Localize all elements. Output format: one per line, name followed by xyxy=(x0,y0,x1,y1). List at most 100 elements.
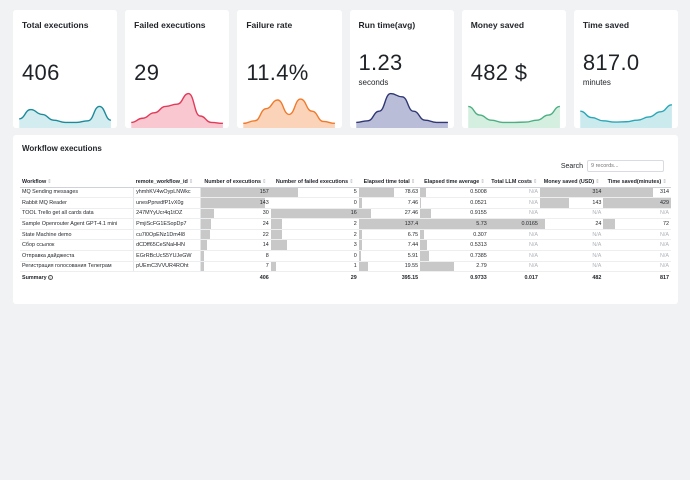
cell-value: 314 xyxy=(660,189,669,196)
cell-value: 14 xyxy=(262,242,269,249)
cell-value: N/A xyxy=(528,252,538,259)
cell-value: N/A xyxy=(592,242,602,249)
cell-money: 314 xyxy=(539,187,604,199)
table-row[interactable]: Rabbit MQ Reader unesPprwdfP1vX0g 143 0 7.46… xyxy=(20,197,671,209)
kpi-value: 1.23 xyxy=(358,50,403,75)
kpi-sparkline xyxy=(237,88,341,128)
cell-value: yhmhKV4wOypLNWkc xyxy=(136,189,191,196)
kpi-card: Failed executions 29 xyxy=(125,10,230,128)
cell-elapsed_total: 78.63 xyxy=(358,187,421,199)
sort-icon[interactable]: ⇕ xyxy=(188,178,194,185)
cell-value: 0.0521 xyxy=(470,199,487,206)
column-header[interactable]: Elapsed time average⇕ xyxy=(420,177,489,188)
value-bar xyxy=(270,261,277,271)
column-header[interactable]: Time saved(minutes)⇕ xyxy=(603,177,671,188)
value-bar xyxy=(270,187,299,197)
cell-elapsed_avg: 0.0521 xyxy=(420,197,489,209)
cell-failed: 3 xyxy=(270,239,359,252)
table-row[interactable]: Sample Openrouter Agent GPT-4.1 mini Pmji… xyxy=(20,218,671,230)
kpi-title: Time saved xyxy=(582,20,630,30)
sort-icon[interactable]: ⇕ xyxy=(662,178,667,185)
cell-value: Регистрация голосования Телеграм xyxy=(22,263,112,270)
table-row[interactable]: Сбор ссылок dCDff65CeSNaHHN 14 3 7.44 0.5313 N… xyxy=(20,239,671,252)
column-header[interactable]: Number of executions⇕ xyxy=(200,177,271,188)
table-row[interactable]: Регистрация голосования Телеграм pUEmC3VV… xyxy=(20,261,671,273)
sort-icon[interactable]: ⇕ xyxy=(532,178,538,185)
cell-id: unesPprwdfP1vX0g xyxy=(133,197,201,209)
sort-icon[interactable]: ⇕ xyxy=(410,178,416,185)
cell-workflow: Rabbit MQ Reader xyxy=(20,197,135,209)
kpi-value: 817.0 xyxy=(582,50,640,75)
cell-value: 19.55 xyxy=(404,263,419,270)
cell-value: N/A xyxy=(528,210,538,217)
column-header[interactable]: Number of failed executions⇕ xyxy=(270,177,359,188)
value-bar xyxy=(358,251,362,261)
column-header-label: Money saved (USD) xyxy=(543,178,595,185)
summary-row: Summary i 406 29 395.15 0.9733 0.017 482 817 xyxy=(20,272,671,284)
sort-icon[interactable]: ⇕ xyxy=(349,178,354,185)
cell-value: TOOL Trello get all cards data xyxy=(22,210,94,217)
table-row[interactable]: Отправка дайджеста EGrRBcUcS5YUJeGW 8 0 5.91… xyxy=(20,250,671,262)
table-row[interactable]: State Machine demo cu7l0OpENz1Dm4l8 22 2 6.7… xyxy=(20,229,671,241)
cell-value: dCDff65CeSNaHHN xyxy=(136,242,185,249)
info-icon[interactable]: i xyxy=(47,275,53,281)
sort-icon[interactable]: ⇕ xyxy=(47,178,52,185)
cell-failed: 2 xyxy=(270,229,359,241)
cell-elapsed_total: 19.55 xyxy=(358,261,421,273)
cell-executions: 30 xyxy=(200,208,271,220)
cell-elapsed_avg: 2.79 xyxy=(420,261,489,273)
value-bar xyxy=(270,219,282,229)
value-bar xyxy=(420,219,489,229)
kpi-unit: minutes xyxy=(582,78,611,87)
cell-value: 143 xyxy=(592,199,602,206)
cell-value: N/A xyxy=(592,252,602,259)
column-header[interactable]: Workflow⇕ xyxy=(20,177,134,188)
summary-llm: 0.017 xyxy=(524,275,538,281)
cell-time: 314 xyxy=(603,187,671,199)
search-input[interactable] xyxy=(587,160,664,172)
cell-money: 143 xyxy=(539,197,604,209)
value-bar xyxy=(358,187,394,197)
cell-elapsed_avg: 0.7385 xyxy=(420,250,489,262)
summary-label: Summary xyxy=(22,275,47,281)
cell-money: 24 xyxy=(539,218,604,230)
value-bar xyxy=(358,261,368,271)
cell-value: 2.79 xyxy=(476,263,487,270)
cell-elapsed_avg: 0.9155 xyxy=(420,208,489,220)
column-header[interactable]: Money saved (USD)⇕ xyxy=(539,177,604,188)
summary-money: 482 xyxy=(592,275,602,281)
cell-workflow: Sample Openrouter Agent GPT-4.1 mini xyxy=(20,218,135,230)
value-bar xyxy=(200,198,265,208)
table-row[interactable]: TOOL Trello get all cards data 247MYyUcr4… xyxy=(20,208,671,220)
cell-failed: 1 xyxy=(270,261,359,273)
cell-value: 0 xyxy=(353,252,357,259)
cell-value: State Machine demo xyxy=(22,231,72,238)
kpi-cards: Total executions 406 Failed executions 29 Fa… xyxy=(13,10,679,128)
cell-workflow: Сбор ссылок xyxy=(20,239,135,252)
cell-value: 429 xyxy=(660,199,669,206)
value-bar xyxy=(420,261,454,271)
cell-value: Rabbit MQ Reader xyxy=(22,199,67,206)
sort-icon[interactable]: ⇕ xyxy=(595,178,600,185)
cell-value: 137.4 xyxy=(404,221,419,228)
kpi-value: 11.4% xyxy=(246,60,309,85)
cell-value: 314 xyxy=(592,189,602,196)
cell-elapsed_total: 27.46 xyxy=(358,208,421,220)
sort-icon[interactable]: ⇕ xyxy=(480,178,485,185)
table-row[interactable]: MQ Sending messages yhmhKV4wOypLNWkc 157 5 7… xyxy=(20,187,671,199)
cell-executions: 24 xyxy=(200,218,271,230)
column-header[interactable]: Total LLM costs⇕ xyxy=(488,177,540,188)
column-header[interactable]: Elapsed time total⇕ xyxy=(358,177,421,188)
sparkline-area xyxy=(355,93,448,128)
cell-workflow: MQ Sending messages xyxy=(20,187,135,199)
cell-value: unesPprwdfP1vX0g xyxy=(136,199,184,206)
sparkline-area xyxy=(243,99,336,128)
sort-icon[interactable]: ⇕ xyxy=(262,178,267,185)
cell-workflow: Отправка дайджеста xyxy=(20,250,135,262)
cell-value: N/A xyxy=(592,263,602,270)
cell-value: EGrRBcUcS5YUJeGW xyxy=(136,252,192,259)
column-header[interactable]: remote_workflow_id⇕ xyxy=(133,177,201,188)
cell-value: N/A xyxy=(660,210,669,217)
value-bar xyxy=(270,208,359,218)
column-header-label: Number of executions xyxy=(204,178,261,185)
